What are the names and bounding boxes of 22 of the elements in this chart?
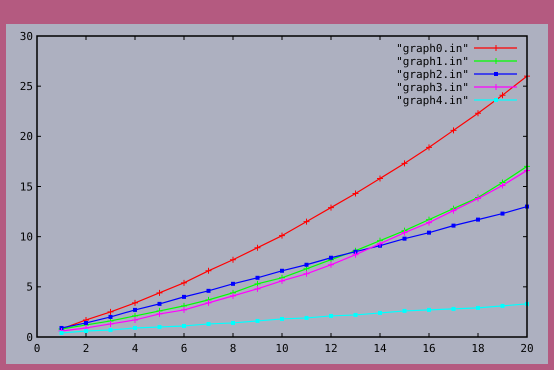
x-tick-label: 14 bbox=[373, 342, 387, 355]
x-tick-label: 10 bbox=[275, 342, 289, 355]
x-tick-label: 16 bbox=[422, 342, 436, 355]
legend-label: "graph3.in" bbox=[396, 80, 469, 94]
x-tick-label: 20 bbox=[520, 342, 534, 355]
x-tick-label: 8 bbox=[230, 342, 236, 355]
x-tick-label: 12 bbox=[324, 342, 338, 355]
x-tick-label: 2 bbox=[82, 342, 90, 355]
x-tick-label: 4 bbox=[132, 342, 139, 355]
legend-label: "graph0.in" bbox=[396, 42, 469, 55]
y-tick-label: 10 bbox=[20, 230, 33, 244]
x-tick-label: 18 bbox=[471, 342, 485, 355]
y-tick-label: 25 bbox=[20, 80, 33, 94]
x-tick-label: 6 bbox=[180, 342, 188, 355]
legend-label: "graph1.in" bbox=[396, 54, 469, 68]
y-tick-label: 0 bbox=[26, 330, 33, 344]
legend-label: "graph4.in" bbox=[396, 94, 469, 107]
legend-label: "graph2.in" bbox=[396, 68, 469, 81]
y-tick-label: 20 bbox=[20, 130, 33, 144]
y-tick-label: 5 bbox=[26, 280, 33, 294]
y-tick-label: 15 bbox=[20, 180, 33, 194]
y-tick-label: 30 bbox=[20, 30, 33, 43]
